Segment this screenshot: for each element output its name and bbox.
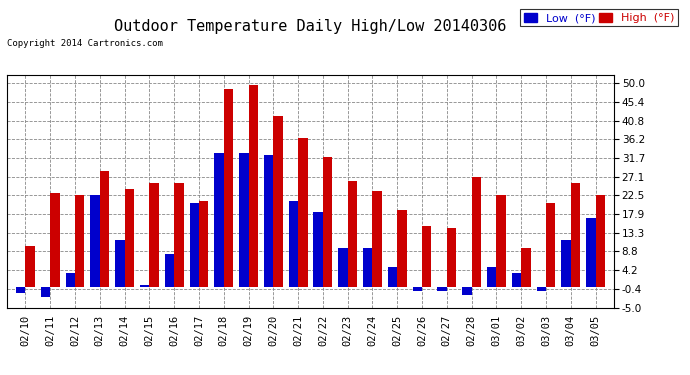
Bar <box>165 255 174 287</box>
Bar <box>313 211 323 287</box>
Bar <box>215 153 224 287</box>
Bar <box>388 267 397 287</box>
Bar <box>115 240 125 287</box>
Bar <box>561 240 571 287</box>
Bar <box>546 204 555 287</box>
Bar <box>150 183 159 287</box>
Bar <box>298 138 308 287</box>
Bar <box>26 246 35 287</box>
Bar <box>273 116 283 287</box>
Bar <box>174 183 184 287</box>
Bar <box>447 228 456 287</box>
Bar <box>595 195 605 287</box>
Bar <box>487 267 496 287</box>
Text: Outdoor Temperature Daily High/Low 20140306: Outdoor Temperature Daily High/Low 20140… <box>115 19 506 34</box>
Bar <box>199 201 208 287</box>
Bar <box>90 195 100 287</box>
Bar <box>496 195 506 287</box>
Bar <box>224 89 233 287</box>
Legend: Low  (°F), High  (°F): Low (°F), High (°F) <box>520 9 678 26</box>
Bar <box>512 273 521 287</box>
Bar <box>100 171 109 287</box>
Bar <box>239 153 248 287</box>
Bar <box>462 287 471 295</box>
Bar <box>571 183 580 287</box>
Bar <box>537 287 546 291</box>
Bar <box>125 189 134 287</box>
Bar <box>288 201 298 287</box>
Bar <box>75 195 84 287</box>
Bar <box>140 285 150 287</box>
Bar <box>66 273 75 287</box>
Bar <box>437 287 447 291</box>
Bar <box>41 287 50 297</box>
Bar <box>373 191 382 287</box>
Bar <box>348 181 357 287</box>
Bar <box>422 226 431 287</box>
Bar <box>471 177 481 287</box>
Bar <box>363 248 373 287</box>
Bar <box>248 85 258 287</box>
Bar <box>338 248 348 287</box>
Bar <box>413 287 422 291</box>
Bar <box>586 218 595 287</box>
Bar <box>190 204 199 287</box>
Bar <box>50 193 60 287</box>
Bar <box>16 287 26 293</box>
Bar <box>264 154 273 287</box>
Bar <box>397 210 406 287</box>
Bar <box>521 248 531 287</box>
Bar <box>323 157 333 287</box>
Text: Copyright 2014 Cartronics.com: Copyright 2014 Cartronics.com <box>7 39 163 48</box>
